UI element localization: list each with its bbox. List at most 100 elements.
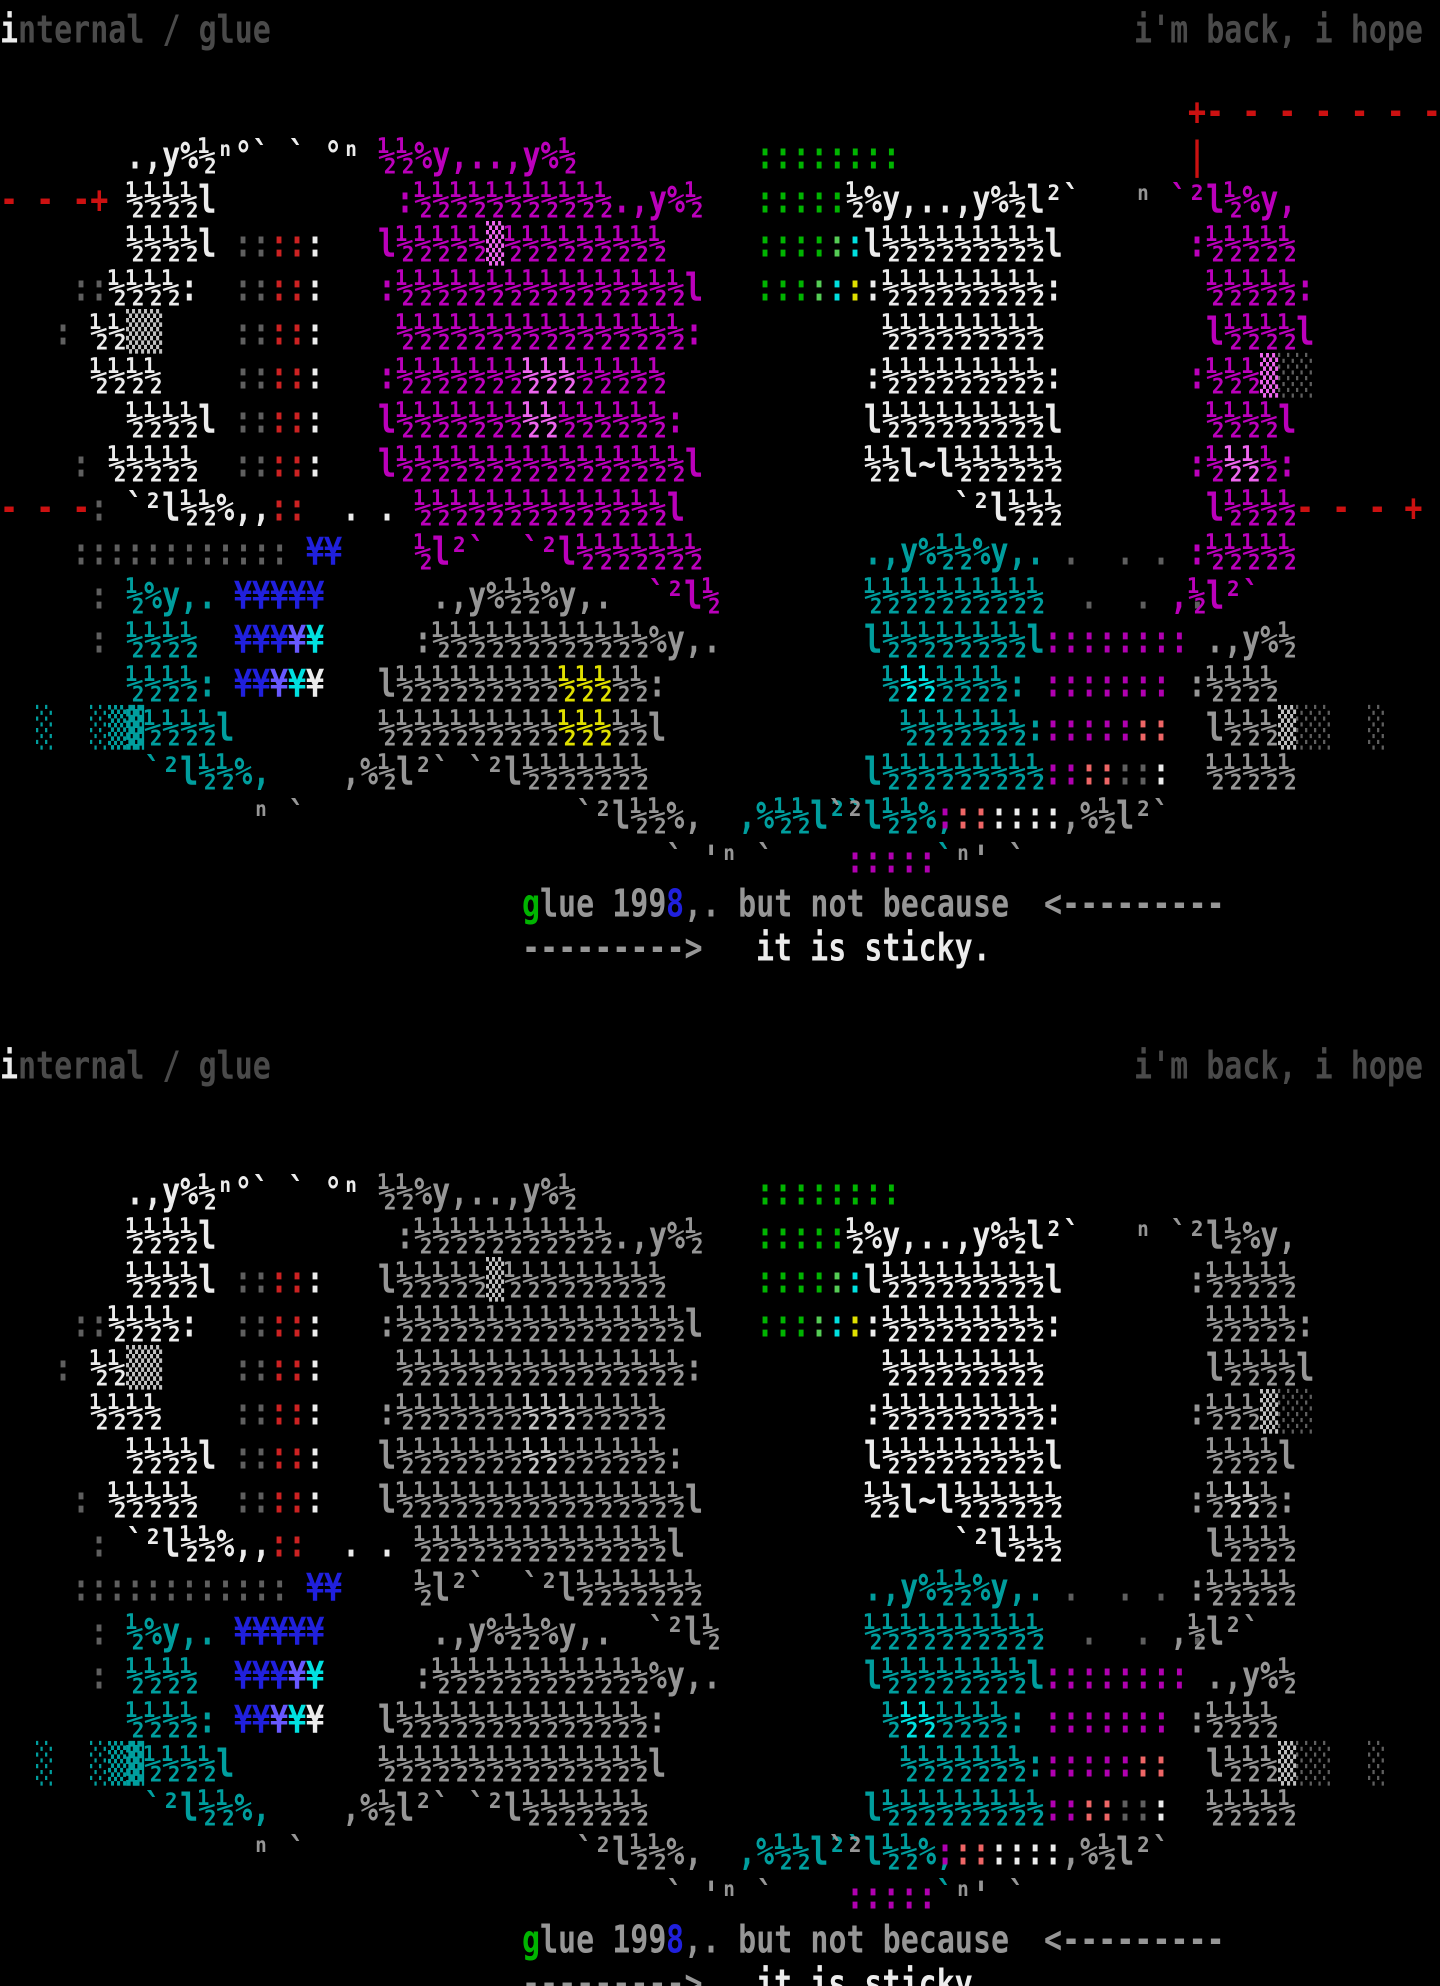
text-segment: ½½½½l <box>1206 398 1297 443</box>
text-segment: . <box>1152 1566 1171 1611</box>
text-segment: ░░ <box>1278 1390 1315 1435</box>
text-segment: ½½½½½: <box>1206 266 1315 311</box>
text-segment: : <box>828 222 847 267</box>
text-segment: : <box>936 1830 955 1875</box>
art-row: ░ ░▒▓ ½½½½l ½½½½½½½½½½ ½½½ ½½l ½½½½½½½::::::::… <box>0 706 1440 762</box>
text-segment: `²l½½½½½½½ <box>468 1786 649 1831</box>
text-segment: ½½½½l <box>144 706 235 751</box>
text-segment: l½½½½½½½½½l <box>864 222 1063 267</box>
art-row: `²l½½%, ,%½l²` `²l½½½½½½½ l½½½½½½½½½:::::::… <box>0 750 1440 806</box>
text-segment: ½½½ <box>558 1698 613 1743</box>
text-segment: ⁿ' <box>954 838 991 883</box>
text-segment: ` <box>936 838 955 883</box>
text-segment: : <box>306 442 325 487</box>
art-row: - - -: `²l½½%,,::.. ½½½½½½½½½½½½½½l `²l½½½ l… <box>0 486 1440 542</box>
text-segment: ½½½½½½½½½½½½½½l <box>414 1522 685 1567</box>
art-row: +- - - - - - - <box>0 90 1440 146</box>
text-segment: - - - <box>0 486 91 531</box>
text-segment: :½½½½½½½ <box>378 1390 523 1435</box>
text-segment: . <box>342 486 361 531</box>
text-segment: l½½½½½½½½½l <box>864 398 1063 443</box>
text-segment: `²l½%y, <box>1170 1214 1297 1259</box>
text-segment: : <box>90 574 109 619</box>
text-segment: `² <box>828 1830 865 1875</box>
text-segment: ½½%y,..,y%½ <box>378 134 577 179</box>
text-segment: : <box>306 1478 325 1523</box>
art-row: : ½%y,. ¥¥¥¥¥ .,y%½½%y,. `²l½ ½½½½½½½½½½ . . .… <box>0 574 1440 630</box>
text-segment: ` <box>1008 1874 1027 1919</box>
text-segment: ¥ <box>306 618 325 663</box>
text-segment: | <box>1188 134 1207 179</box>
text-segment: i'm back, i hope <box>1134 1044 1423 1089</box>
text-segment: : <box>1152 750 1171 795</box>
text-segment: ¥ <box>288 1698 307 1743</box>
text-segment: : <box>90 1522 109 1567</box>
text-segment: ░ <box>36 706 55 751</box>
text-segment: l½½%, <box>864 794 955 839</box>
text-segment: :½½½½½½½½½: <box>864 1302 1063 1347</box>
text-segment: . <box>342 1522 361 1567</box>
art-row: .,y%½ⁿ° ` ` °ⁿ ½½%y,..,y%½:::::::: | <box>0 134 1440 190</box>
text-segment: :: <box>270 222 307 267</box>
text-segment: . <box>378 1522 397 1567</box>
text-segment: ½½½½ <box>126 618 199 663</box>
text-segment: ½½ <box>1224 442 1261 487</box>
text-segment: ¥¥ <box>234 662 271 707</box>
text-segment: ` <box>252 1170 271 1215</box>
text-segment: ½½½½½ <box>108 1478 199 1523</box>
text-segment: ½½½½l <box>126 222 217 267</box>
text-segment: : <box>846 1302 865 1347</box>
text-segment: `²l½ <box>648 574 721 619</box>
text-segment: ½½l~l½½½½½½ <box>864 442 1063 487</box>
text-segment: nternal / glue <box>18 1044 271 1089</box>
text-segment: ½½½½l <box>126 178 217 223</box>
art-row: ½½½½::::::½½½½½½½ ½½½ ½½½½½:½½½½½½½½½::½½½… <box>0 1390 1440 1446</box>
text-segment: : <box>936 794 955 839</box>
text-segment: ░▒▓ <box>90 706 145 751</box>
art-panel-bottom: i nternal / glue i'm back, i hope .,y%½ⁿ° ` `… <box>0 1036 1440 1986</box>
text-segment: : <box>54 310 73 355</box>
text-segment: :: <box>270 1478 307 1523</box>
text-segment: ¥ <box>288 662 307 707</box>
art-row: : ½½ ▒▒::::: ½½½½½½½½½½½½½½½½: ½½½½½½½½½ l½½½… <box>0 310 1440 366</box>
text-segment: ,%½½l²` <box>738 794 865 839</box>
text-segment: :½½½½½½½½½½½.,y%½ <box>396 178 704 223</box>
text-segment: : <box>306 1434 325 1479</box>
text-segment: ½: <box>1260 442 1297 487</box>
art-row: ⁿ ` `²l½½%, ,%½½l²` `² l½½%,::::::: ,%½l²` <box>0 794 1440 850</box>
text-segment: ⁿ ` <box>252 794 307 839</box>
text-segment: :: <box>270 310 307 355</box>
text-segment: : <box>306 310 325 355</box>
art-panel-top: i nternal / glue i'm back, i hope +- - - - … <box>0 8 1440 971</box>
text-segment: ::::: <box>846 838 937 883</box>
text-segment: l½½½ <box>1206 706 1279 751</box>
text-segment: :::::::: <box>756 1170 901 1215</box>
text-segment: : <box>90 486 109 531</box>
text-segment: :: <box>270 266 307 311</box>
art-row: ½½½½l::::: l½½½½½½½ ½½ ½½½½½½: l½½½½½½½½½l ½½… <box>0 1434 1440 1490</box>
text-segment: :½½½½½½½½½½½.,y%½ <box>396 1214 704 1259</box>
text-segment: :: <box>954 794 991 839</box>
art-row: : ½½½½ ¥¥¥ ¥ ¥:½½½½½½½½½½½½%y,. l½½½½½½½½l:::… <box>0 618 1440 674</box>
text-segment: :½½½½½½½½½: <box>864 266 1063 311</box>
caption-row: ---------> it is sticky. <box>0 1962 1440 1986</box>
text-segment: :::: <box>756 1258 829 1303</box>
text-segment: ⁿ <box>1134 178 1153 223</box>
text-segment: :½½½½½½½½½½½½%y,. <box>414 1654 722 1699</box>
text-segment: ½½½½½½½½½½ <box>378 1742 559 1787</box>
text-segment: : <box>306 222 325 267</box>
text-segment: ` <box>1008 838 1027 883</box>
text-segment: : <box>72 442 91 487</box>
text-segment: ½½½½½ <box>1206 1786 1297 1831</box>
text-segment: ▒ <box>1260 1390 1279 1435</box>
text-segment: l½½½½½½½½½l <box>864 1434 1063 1479</box>
text-segment: ::::: <box>1044 706 1135 751</box>
text-segment: ½½½½½ <box>108 442 199 487</box>
text-segment: :: <box>1080 1786 1117 1831</box>
text-segment: .,y%½ <box>1206 618 1297 663</box>
text-segment: i'm back, i hope <box>1134 8 1423 53</box>
text-segment: ½%y,. <box>126 574 217 619</box>
text-segment: ▒ <box>1260 354 1279 399</box>
text-segment: ½½½½: <box>108 1302 199 1347</box>
